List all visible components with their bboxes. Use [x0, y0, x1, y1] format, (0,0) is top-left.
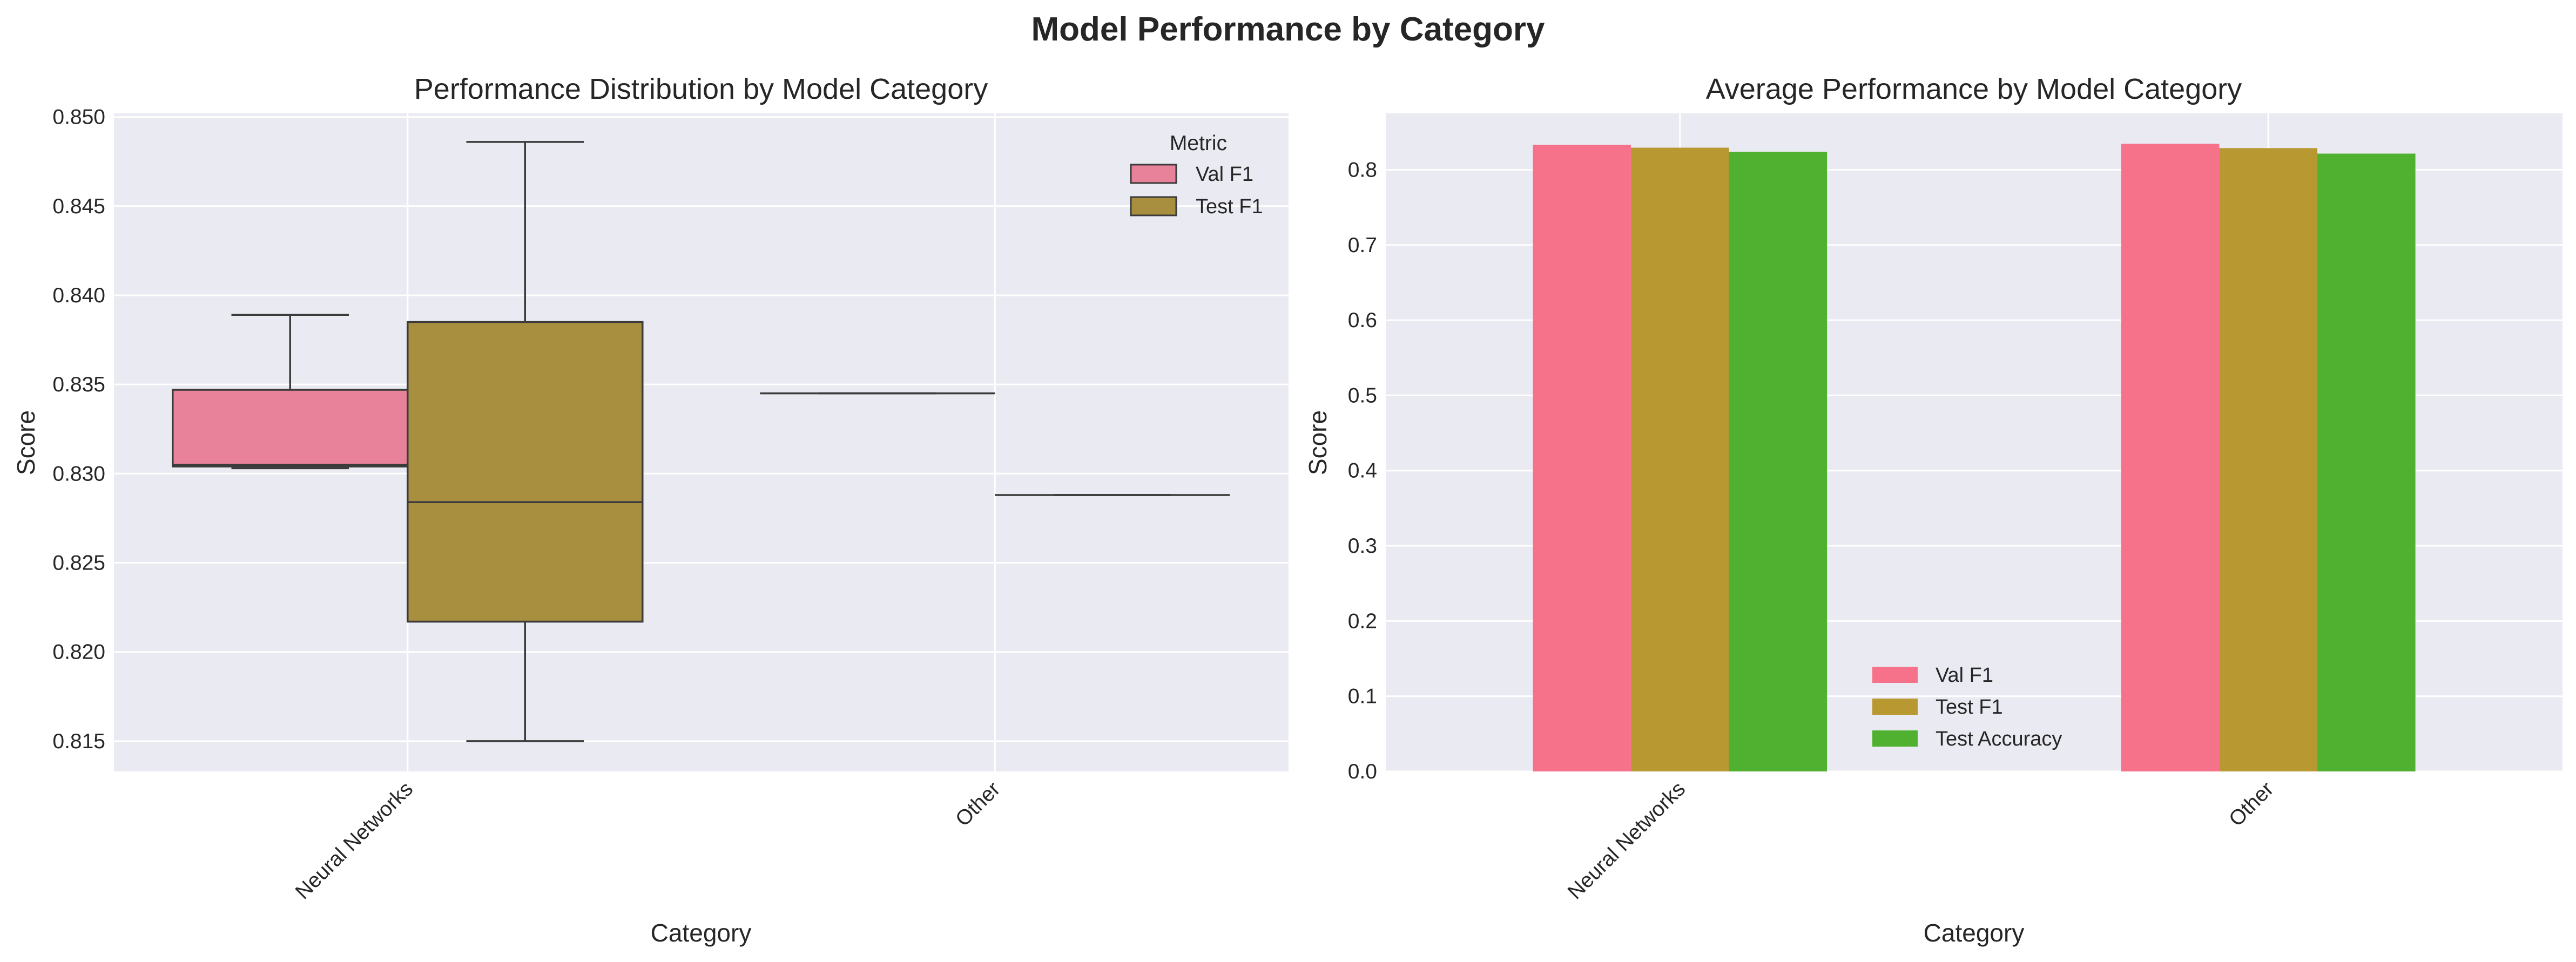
boxplot-legend-label-val-f1: Val F1	[1196, 163, 1253, 186]
barchart-legend: Val F1 Test F1 Test Accuracy	[1872, 664, 2062, 750]
bar-val-f1-other	[2121, 144, 2220, 772]
barchart-legend-label-test-f1: Test F1	[1936, 696, 2003, 719]
figure-title: Model Performance by Category	[1031, 11, 1545, 48]
boxplot-y-tick-label: 0.845	[52, 195, 105, 218]
boxplot-x-tick-label: Neural Networks	[291, 777, 417, 904]
boxplot-y-tick-label: 0.825	[52, 551, 105, 574]
boxplot-x-tick-label: Other	[951, 777, 1004, 831]
barchart-legend-swatch-val-f1	[1872, 667, 1918, 683]
barchart-legend-label-test-accuracy: Test Accuracy	[1936, 728, 2062, 750]
barchart-title: Average Performance by Model Category	[1706, 73, 2242, 105]
boxplot-title: Performance Distribution by Model Catego…	[414, 73, 988, 105]
boxplot-legend-swatch-val-f1	[1130, 164, 1177, 184]
barchart-y-tick-label: 0.5	[1348, 384, 1377, 407]
boxplot-legend-title: Metric	[1170, 132, 1227, 155]
barchart-x-ticks: Neural Networks Other	[1563, 777, 2278, 904]
barchart-y-tick-label: 0.3	[1348, 534, 1377, 558]
bar-val-f1-neural-networks	[1533, 145, 1631, 771]
boxplot-y-tick-label: 0.830	[52, 462, 105, 485]
bar-test-accuracy-neural-networks	[1729, 152, 1828, 772]
barchart-legend-label-val-f1: Val F1	[1936, 664, 1993, 687]
barchart-marks	[1533, 144, 2416, 772]
bar-test-f1-other	[2219, 148, 2318, 772]
barchart-x-tick-label: Neural Networks	[1563, 777, 1690, 904]
box-val-f1-neural-networks	[172, 314, 409, 470]
barchart-y-axis-label: Score	[1304, 410, 1332, 475]
barchart-legend-swatch-test-accuracy	[1872, 730, 1918, 747]
boxplot-legend-swatch-test-f1	[1130, 196, 1177, 216]
box-iqr	[407, 321, 644, 623]
boxplot-y-axis-label: Score	[12, 410, 40, 475]
barchart-y-ticks: 0.0 0.1 0.2 0.3 0.4 0.5 0.6 0.7 0.8	[1348, 158, 1377, 783]
barchart-panel: 0.0 0.1 0.2 0.3 0.4 0.5 0.6 0.7 0.8 Neural Netwo…	[1304, 73, 2562, 947]
boxplot-legend: Metric Val F1 Test F1	[1130, 132, 1263, 218]
boxplot-y-tick-label: 0.840	[52, 284, 105, 307]
box-test-f1-neural-networks	[407, 141, 644, 742]
bar-test-accuracy-other	[2317, 153, 2416, 771]
barchart-y-tick-label: 0.6	[1348, 309, 1377, 332]
boxplot-y-tick-label: 0.815	[52, 730, 105, 753]
boxplot-marks	[172, 141, 1230, 742]
boxplot-y-tick-label: 0.835	[52, 373, 105, 396]
boxplot-legend-label-test-f1: Test F1	[1196, 195, 1263, 218]
barchart-legend-swatch-test-f1	[1872, 699, 1918, 715]
boxplot-y-ticks: 0.815 0.820 0.825 0.830 0.835 0.840 0.845 0.850	[52, 106, 105, 753]
barchart-y-tick-label: 0.1	[1348, 685, 1377, 708]
box-iqr	[172, 389, 409, 468]
barchart-y-tick-label: 0.7	[1348, 234, 1377, 257]
barchart-x-tick-label: Other	[2224, 777, 2278, 831]
barchart-x-axis-label: Category	[1924, 919, 2025, 947]
boxplot-gridlines	[114, 113, 1289, 771]
boxplot-y-tick-label: 0.820	[52, 641, 105, 664]
barchart-y-tick-label: 0.0	[1348, 760, 1377, 783]
boxplot-x-ticks: Neural Networks Other	[291, 777, 1005, 904]
barchart-y-tick-label: 0.2	[1348, 609, 1377, 633]
boxplot-x-axis-label: Category	[651, 919, 752, 947]
barchart-y-tick-label: 0.4	[1348, 459, 1377, 483]
boxplot-y-tick-label: 0.850	[52, 106, 105, 129]
bar-test-f1-neural-networks	[1630, 147, 1729, 771]
boxplot-panel: 0.815 0.820 0.825 0.830 0.835 0.840 0.845 0.850…	[12, 73, 1289, 947]
barchart-y-tick-label: 0.8	[1348, 158, 1377, 181]
